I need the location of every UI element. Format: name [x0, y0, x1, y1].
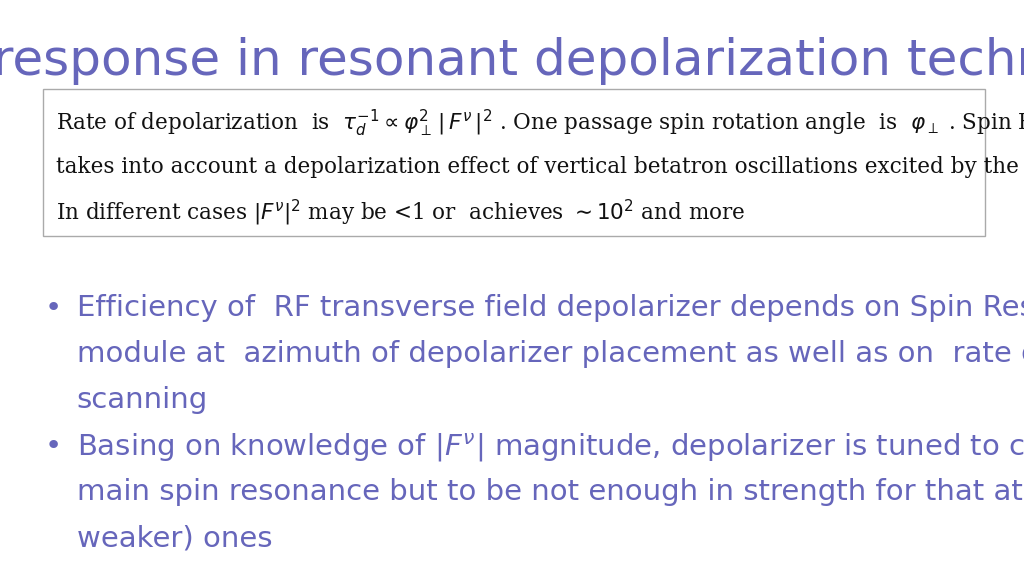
Text: weaker) ones: weaker) ones	[77, 524, 272, 552]
Text: In different cases $|F^\nu|^2$ may be <1 or  achieves $\sim 10^2$ and more: In different cases $|F^\nu|^2$ may be <1…	[56, 198, 745, 228]
Text: •: •	[45, 432, 62, 460]
Text: Spin response in resonant depolarization technique: Spin response in resonant depolarization…	[0, 37, 1024, 85]
Text: •: •	[45, 294, 62, 322]
Text: module at  azimuth of depolarizer placement as well as on  rate of frequency: module at azimuth of depolarizer placeme…	[77, 340, 1024, 368]
Text: scanning: scanning	[77, 386, 208, 414]
Text: Rate of depolarization  is  $\tau_d^{-1}\propto\varphi_\perp^2\,|\,F^\nu\,|^2$ .: Rate of depolarization is $\tau_d^{-1}\p…	[56, 108, 1024, 139]
Text: Basing on knowledge of $|F^\nu|$ magnitude, depolarizer is tuned to can depolari: Basing on knowledge of $|F^\nu|$ magnitu…	[77, 432, 1024, 464]
Text: takes into account a depolarization effect of vertical betatron oscillations exc: takes into account a depolarization effe…	[56, 156, 1024, 178]
Text: Efficiency of  RF transverse field depolarizer depends on Spin Response Function: Efficiency of RF transverse field depola…	[77, 294, 1024, 322]
FancyBboxPatch shape	[43, 89, 985, 236]
Text: main spin resonance but to be not enough in strength for that at sideband (more: main spin resonance but to be not enough…	[77, 478, 1024, 506]
